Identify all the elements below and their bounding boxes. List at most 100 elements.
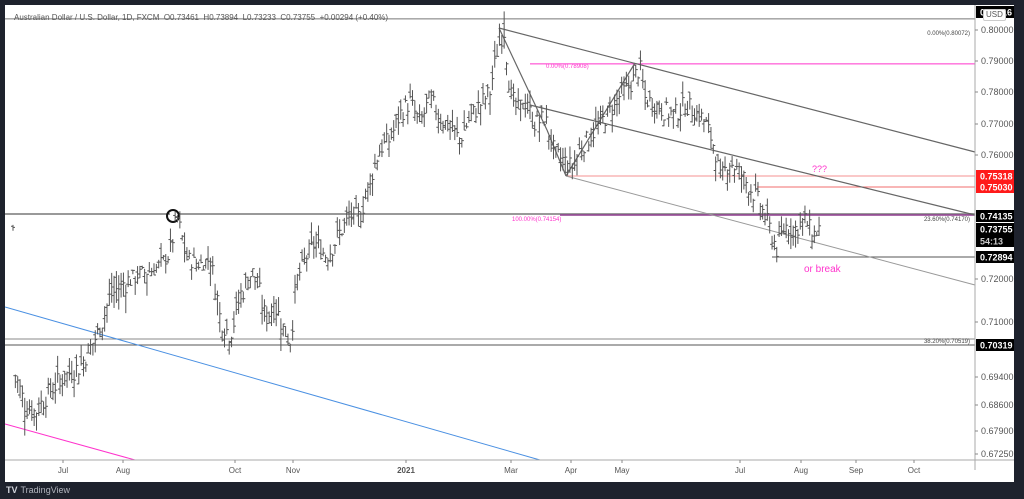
ohlc-bar [27,399,32,415]
ohlc-bar [330,253,335,267]
ohlc-bar [661,119,666,127]
ohlc-bar [589,127,594,148]
ohlc-bar [664,97,669,106]
time-tick-label: Jul [735,466,745,475]
ohlc-bar [90,342,95,356]
ohlc-bar [450,109,455,133]
ohlc-bar [300,249,305,262]
ohlc-bar [293,274,297,304]
ohlc-bar [260,294,265,325]
ohlc-bar [687,91,692,110]
magenta-trendline[interactable] [5,423,136,461]
ohlc-bar [727,162,732,183]
channel-upper-line[interactable] [498,27,976,153]
ohlc-bar [734,158,739,170]
ohlc-bar [591,122,596,148]
ohlc-bar [114,271,119,303]
ohlc-bar [535,110,540,117]
ohlc-bar [128,279,133,286]
channel-middle-line[interactable] [529,104,976,216]
ohlc-bar [807,209,812,236]
ohlc-bar [15,376,20,393]
ohlc-bar [772,234,777,251]
ohlc-bar [746,192,751,206]
ohlc-bar [617,90,622,115]
ohlc-bar [25,401,30,420]
ohlc-bar [328,244,333,263]
tradingview-logo-icon[interactable]: TV [6,485,18,495]
ohlc-bar [161,254,166,260]
fib-100-label: 100.00%(0.74154) [512,217,561,223]
ohlc-bar [638,50,643,71]
currency-badge[interactable]: USD [983,9,1006,21]
price-level-badge[interactable]: 54:13 [976,235,1014,247]
price-level-badge[interactable]: 0.75030 [976,181,1014,193]
ohlc-bar [716,153,720,162]
ohlc-bar [725,169,730,191]
ohlc-bar [50,382,55,401]
ohlc-bar [777,221,782,237]
ohlc-bar [60,374,65,397]
price-level-badge[interactable]: 0.70319 [976,339,1014,351]
ohlc-bar [464,122,469,129]
chart-canvas[interactable]: 0.00%(0.80072) 0.00%(0.78908) 100.00%(0.74… [5,5,1014,482]
ohlc-bar [109,272,114,303]
ohlc-bar [473,108,478,124]
ohlc-bar [297,262,302,281]
or-break-annotation: or break [804,264,842,275]
ohlc-bar [471,104,476,115]
time-tick-label: Oct [908,466,921,475]
ohlc-bar [469,103,474,122]
channel-lower-line[interactable] [565,175,976,286]
price-tick-label: 0.78000 [981,87,1014,97]
svg-text:0.73755: 0.73755 [980,225,1013,235]
svg-text:0.75030: 0.75030 [980,183,1013,193]
ohlc-bar [624,71,629,87]
ohlc-bar [116,275,121,310]
ohlc-bar [798,212,803,230]
ohlc-bar [694,105,699,122]
ohlc-bar [166,256,171,264]
ohlc-bar [713,156,718,182]
ohlc-bar [224,318,229,335]
ohlc-bar [95,323,100,335]
ohlc-bar [354,195,359,209]
ohlc-bar [361,196,366,223]
ohlc-bar [255,272,260,289]
blue-trendline[interactable] [5,306,541,461]
ohlc-bar [633,64,638,78]
ohlc-bar [763,212,767,226]
ohlc-bar [243,272,248,289]
ohlc-bar [309,222,314,246]
ohlc-bar [419,111,424,124]
time-tick-label: Aug [116,466,130,475]
price-level-badge[interactable]: 0.72894 [976,251,1014,263]
ohlc-bar [523,93,528,118]
ohlc-bar [586,141,591,152]
ohlc-bar [748,184,753,203]
ohlc-bar [29,400,34,421]
ohlc-bar [443,119,448,130]
price-level-badge[interactable]: 0.75318 [976,170,1014,182]
price-level-badge[interactable]: 0.74135 [976,210,1014,222]
ohlc-bar [751,198,756,213]
ohlc-bar [100,327,105,341]
ohlc-bar [314,231,319,258]
ohlc-bar [55,355,60,383]
ohlc-bar [269,303,274,326]
brand-name[interactable]: TradingView [20,485,71,495]
ohlc-bar [755,181,760,197]
ohlc-bar [530,111,535,129]
ohlc-bar [142,268,147,284]
ohlc-bar [741,170,746,190]
ohlc-bar [135,266,140,285]
symbol-legend: Australian Dollar / U.S. Dollar, 1D, FXC… [14,13,388,22]
ohlc-bar [760,204,765,220]
ohlc-bar [631,66,636,82]
ohlc-bar [401,112,406,127]
ohlc-bar [253,276,258,290]
fib-236-label: 23.60%(0.74170) [924,217,970,223]
ohlc-bar [123,284,128,314]
zigzag-a[interactable] [498,27,548,131]
price-level-badge[interactable]: 0.73755 [976,223,1014,235]
